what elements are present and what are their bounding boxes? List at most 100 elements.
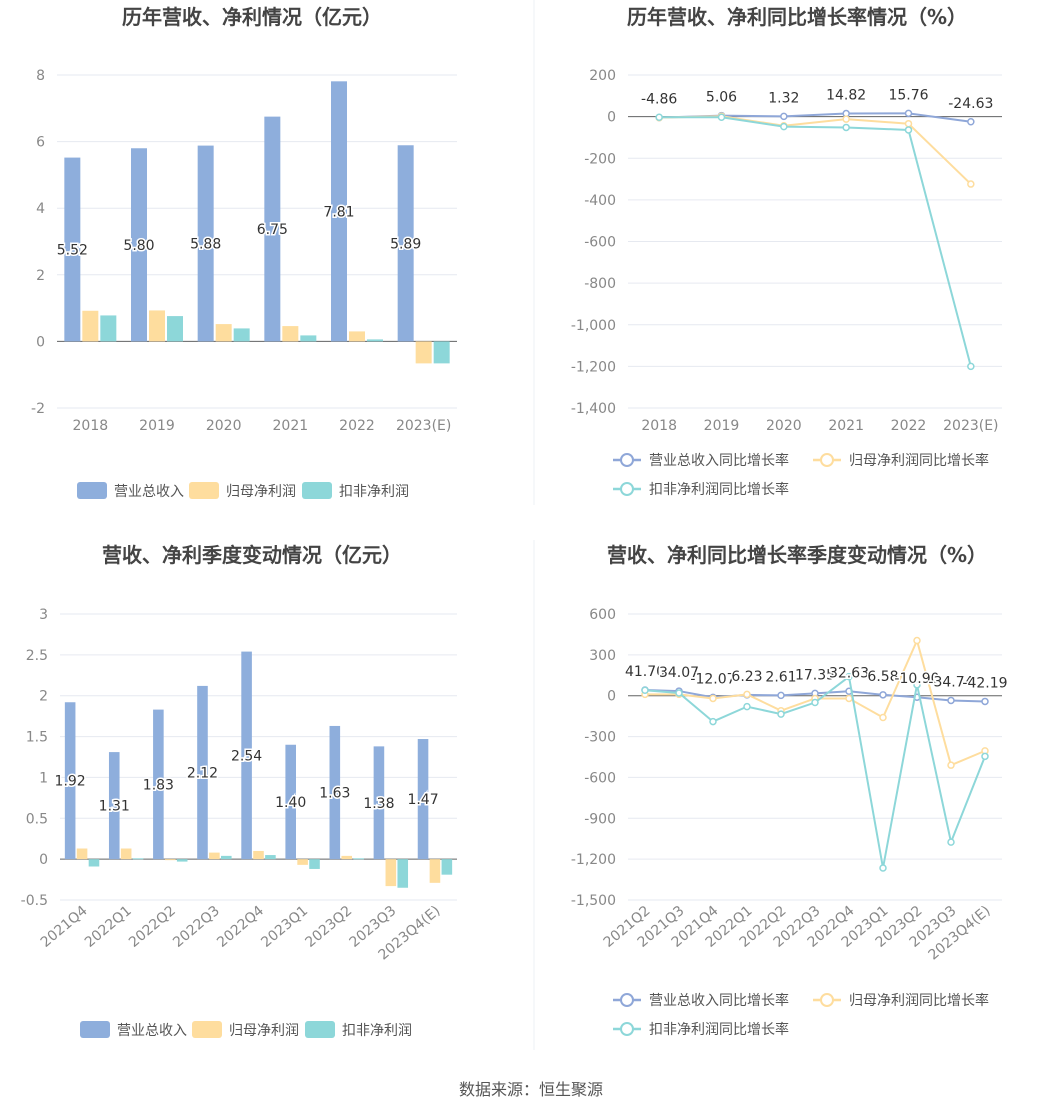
x-tick-label: 2020	[206, 418, 242, 434]
legend-swatch	[189, 482, 219, 499]
bar-deducted-profit	[353, 858, 364, 860]
y-tick-label: -600	[584, 770, 616, 786]
y-tick-label: 200	[589, 68, 616, 84]
bar-deducted-profit	[397, 859, 409, 888]
y-tick-label: 0.5	[26, 811, 48, 827]
data-label: 2.61	[765, 669, 796, 685]
legend-label: 营业总收入	[114, 484, 184, 500]
x-tick-label: 2023(E)	[943, 418, 998, 434]
data-label: 5.80	[123, 238, 154, 254]
y-tick-label: 0	[39, 852, 48, 868]
x-tick-label: 2022	[339, 418, 375, 434]
data-point	[845, 672, 853, 681]
data-label: 14.82	[826, 88, 866, 104]
bar-net-profit	[149, 310, 165, 342]
legend-label: 扣非净利润同比增长率	[649, 1021, 789, 1038]
legend-marker	[620, 453, 634, 467]
series-line-3	[659, 116, 972, 367]
bar-net-profit	[297, 859, 308, 865]
legend-label: 扣非净利润	[339, 484, 409, 500]
y-tick-label: 0	[607, 110, 616, 126]
data-label: -12.07	[690, 671, 735, 687]
legend-label: 营业总收入同比增长率	[649, 992, 789, 1009]
data-point	[904, 126, 913, 134]
bar-revenue	[197, 685, 208, 860]
data-label: 6.75	[257, 222, 288, 238]
y-tick-label: 2	[39, 689, 48, 705]
y-tick-label: 6	[36, 135, 45, 151]
x-tick-label: 2021	[273, 418, 309, 434]
data-label: 6.58	[867, 669, 898, 685]
bar-net-profit	[341, 855, 353, 860]
bar-net-profit	[82, 310, 99, 342]
legend: 营业总收入 归母净利润 扣非净利润	[77, 482, 409, 500]
data-label: 15.76	[888, 87, 928, 103]
data-point	[879, 691, 887, 699]
bar-revenue	[285, 744, 296, 860]
data-point	[879, 864, 887, 872]
data-point	[743, 702, 751, 711]
bar-revenue	[241, 651, 252, 860]
data-point	[981, 752, 989, 761]
legend-label: 归母净利润同比增长率	[849, 452, 989, 469]
bar-revenue	[197, 145, 214, 342]
y-tick-label: 4	[36, 201, 45, 217]
y-tick-label: -900	[584, 811, 616, 827]
chart-title: 历年营收、净利情况（亿元）	[122, 5, 382, 29]
bar-revenue	[329, 725, 341, 860]
legend-marker	[620, 482, 634, 496]
data-source-note: 数据来源：恒生聚源	[458, 1080, 603, 1099]
y-tick-label: 3	[39, 607, 48, 623]
data-point	[967, 118, 975, 126]
data-point	[913, 636, 921, 645]
legend-swatch	[192, 1021, 222, 1038]
x-tick-label: 2022Q1	[82, 903, 135, 951]
x-tick-label: 2018	[73, 418, 109, 434]
bar-deducted-profit	[300, 335, 317, 342]
data-point	[743, 690, 751, 699]
y-tick-label: -2	[31, 401, 45, 417]
data-label: 1.38	[363, 796, 394, 812]
data-label: -24.63	[948, 96, 993, 112]
bar-deducted-profit	[176, 859, 188, 862]
legend-label: 归母净利润	[226, 483, 296, 500]
legend-marker	[820, 453, 834, 467]
bar-deducted-profit	[100, 315, 117, 342]
data-point	[675, 689, 683, 697]
data-point	[811, 698, 819, 707]
y-tick-label: -400	[584, 193, 616, 209]
y-tick-label: 2	[36, 268, 45, 284]
legend-marker	[620, 993, 634, 1007]
data-point	[780, 112, 788, 121]
legend-label: 扣非净利润同比增长率	[649, 481, 789, 498]
data-label: 34.07	[659, 665, 699, 681]
data-point	[717, 113, 726, 121]
y-tick-label: 0	[607, 689, 616, 705]
data-label: 2.54	[231, 748, 262, 764]
data-point	[947, 696, 955, 705]
bar-net-profit	[76, 848, 88, 860]
legend-marker	[820, 993, 834, 1007]
data-label: -42.19	[962, 675, 1007, 691]
x-tick-label: 2022Q2	[126, 903, 179, 951]
y-tick-label: 0	[36, 334, 45, 350]
x-tick-label: 2019	[704, 418, 740, 434]
data-point	[967, 362, 975, 371]
data-point	[879, 713, 887, 722]
y-tick-label: 1	[39, 770, 48, 786]
bar-revenue	[153, 709, 164, 860]
legend-swatch	[305, 1021, 335, 1038]
y-tick-label: -1,200	[571, 359, 616, 375]
data-label: 7.81	[323, 204, 354, 220]
data-point	[845, 694, 853, 703]
bar-net-profit	[164, 859, 176, 861]
data-point	[777, 710, 785, 718]
y-tick-label: 1.5	[26, 730, 48, 746]
bar-revenue	[397, 145, 414, 342]
legend: 营业总收入 归母净利润 扣非净利润	[80, 1021, 412, 1039]
legend-label: 营业总收入同比增长率	[649, 452, 789, 469]
bar-deducted-profit	[309, 859, 320, 869]
x-tick-label: 2023Q2	[302, 903, 355, 951]
x-tick-label: 2022Q4	[214, 903, 267, 951]
